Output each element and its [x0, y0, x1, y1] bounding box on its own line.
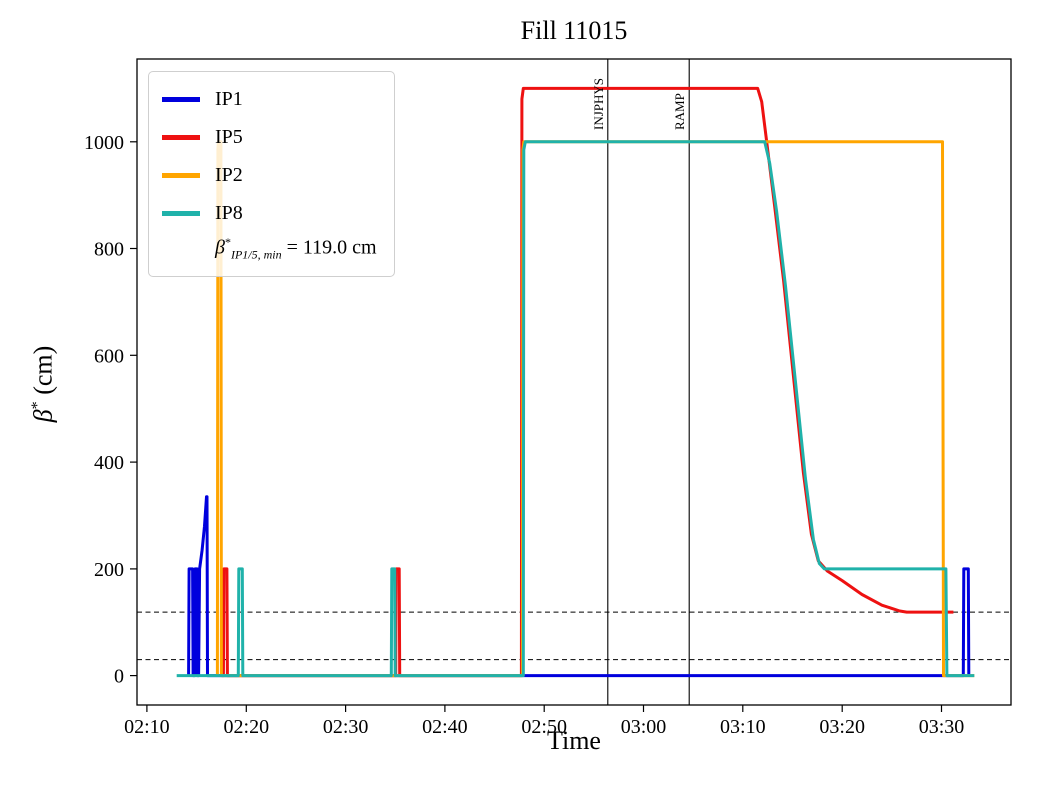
legend-entry-IP2: IP2: [162, 156, 377, 194]
legend-swatch-IP8: [162, 210, 200, 216]
x-tick-label: 03:30: [919, 716, 965, 738]
beam-mode-label-injphys: INJPHYS: [591, 78, 606, 130]
y-tick-label: 800: [94, 239, 124, 261]
legend-label-IP2: IP2: [215, 163, 243, 186]
legend-annotation: β*IP1/5, min = 119.0 cm: [162, 232, 377, 266]
y-axis-label-star: *: [29, 401, 46, 410]
x-tick-label: 02:20: [224, 716, 270, 738]
annotation-value: = 119.0 cm: [281, 236, 377, 259]
annotation-beta: β: [215, 236, 225, 259]
y-tick-label: 200: [94, 559, 124, 581]
legend-label-IP8: IP8: [215, 201, 243, 224]
axes-frame: [136, 58, 1012, 706]
legend: IP1 IP5 IP2 IP8 β*IP1/5, min = 119.0 cm: [148, 71, 395, 277]
legend-entry-IP8: IP8: [162, 194, 377, 232]
annotation-subscript: IP1/5, min: [230, 247, 282, 262]
y-tick-label: 400: [94, 452, 124, 474]
y-axis-label-beta: β: [28, 409, 58, 423]
legend-entry-IP1: IP1: [162, 80, 377, 118]
x-tick-label: 03:00: [621, 716, 667, 738]
annotation-star: *: [224, 235, 231, 250]
x-axis-label: Time: [547, 726, 601, 755]
y-tick-label: 600: [94, 345, 124, 367]
x-tick-label: 02:40: [422, 716, 468, 738]
x-tick-label: 03:10: [720, 716, 766, 738]
x-tick-label: 02:10: [124, 716, 170, 738]
legend-swatch-IP1: [162, 96, 200, 102]
x-tick-label: 03:20: [819, 716, 865, 738]
beam-mode-label-ramp: RAMP: [672, 93, 687, 130]
y-axis-label: β* (cm): [22, 284, 58, 484]
legend-entry-IP5: IP5: [162, 118, 377, 156]
series-IP8: [176, 140, 975, 678]
x-tick-label: 02:50: [521, 716, 567, 738]
y-tick-label: 0: [114, 666, 124, 688]
chart-title: Fill 11015: [520, 16, 628, 45]
y-tick-label: 1000: [84, 132, 124, 154]
legend-label-IP5: IP5: [215, 125, 243, 148]
legend-swatch-IP5: [162, 134, 200, 140]
y-axis-label-unit: (cm): [28, 345, 58, 402]
legend-entries: IP1 IP5 IP2 IP8: [162, 80, 377, 232]
legend-swatch-IP2: [162, 172, 200, 178]
x-tick-label: 02:30: [323, 716, 369, 738]
legend-label-IP1: IP1: [215, 87, 243, 110]
